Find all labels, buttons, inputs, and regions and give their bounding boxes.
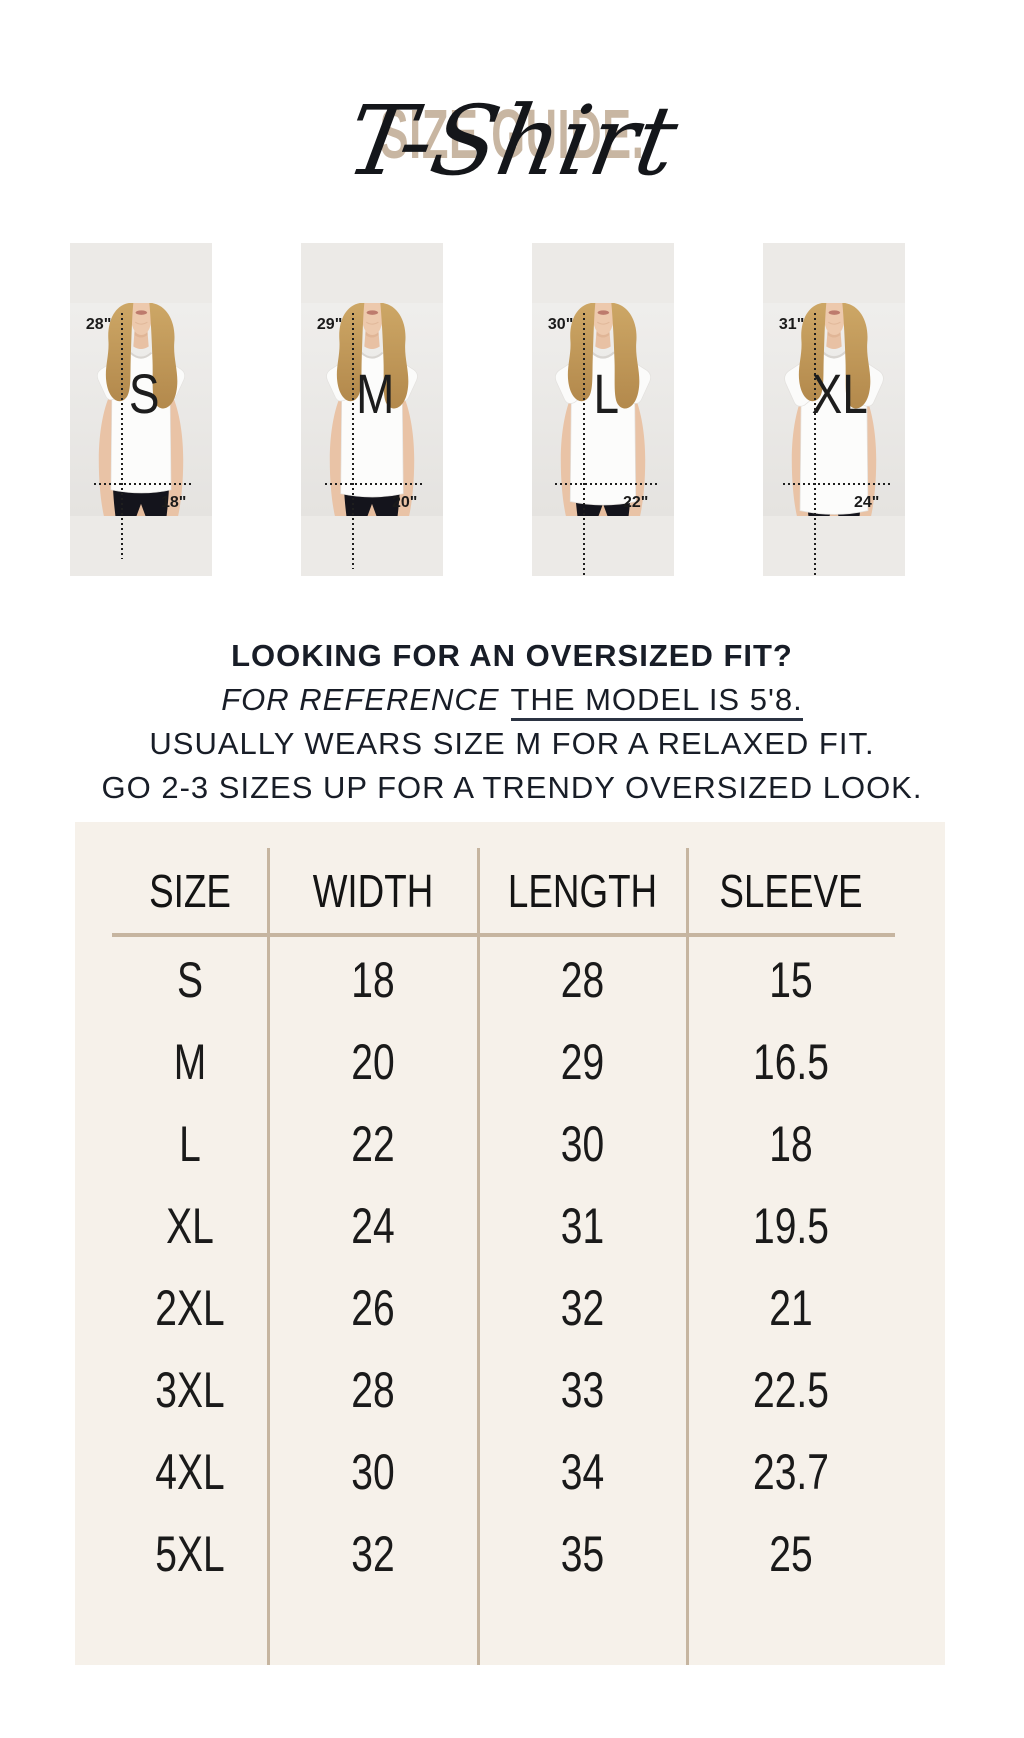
width-label: 18"	[160, 494, 187, 512]
cell-length: 32	[560, 1280, 605, 1336]
size-letter: M	[355, 362, 394, 426]
cell-sleeve: 23.7	[753, 1444, 829, 1500]
cell-size: M	[173, 1034, 207, 1090]
column-header-width: WIDTH	[312, 864, 434, 917]
cell-length: 30	[560, 1116, 605, 1172]
cell-width: 22	[351, 1116, 395, 1172]
size-letter: XL	[811, 362, 868, 426]
width-measure-line	[94, 482, 194, 485]
cell-sleeve: 15	[769, 952, 813, 1008]
cell-length: 34	[560, 1444, 605, 1500]
cell-width: 20	[351, 1034, 395, 1090]
table-row: 4XL 30 34 23.7	[112, 1431, 895, 1513]
width-label: 20"	[391, 494, 418, 512]
column-header-size: SIZE	[149, 864, 231, 917]
length-measure-line	[814, 312, 817, 576]
column-header-length: LENGTH	[507, 864, 658, 917]
table-row: 2XL 26 32 21	[112, 1267, 895, 1349]
cell-size: 4XL	[155, 1444, 225, 1500]
cell-sleeve: 22.5	[753, 1362, 829, 1418]
table-row: 3XL 28 33 22.5	[112, 1349, 895, 1431]
table-row: L 22 30 18	[112, 1103, 895, 1185]
model-height-text: THE MODEL IS 5'8.	[510, 682, 803, 721]
length-label: 28"	[85, 316, 112, 334]
length-label: 29"	[316, 316, 343, 334]
model-reference-line: FOR REFERENCE THE MODEL IS 5'8.	[0, 678, 1024, 722]
length-label: 30"	[547, 316, 574, 334]
size-photo-card-l: 30" 22" L	[532, 243, 674, 576]
cell-sleeve: 21	[769, 1280, 813, 1336]
width-label: 24"	[853, 494, 880, 512]
cell-size: XL	[166, 1198, 214, 1254]
size-photo-card-s: 28" 18" S	[70, 243, 212, 576]
size-table: SIZE WIDTH LENGTH SLEEVE S 18 28 15 M 20…	[75, 822, 945, 1665]
cell-sleeve: 16.5	[753, 1034, 829, 1090]
cell-width: 28	[351, 1362, 395, 1418]
cell-size: S	[176, 952, 204, 1008]
cell-width: 30	[351, 1444, 395, 1500]
column-divider	[686, 848, 689, 1665]
size-letter: S	[128, 362, 160, 426]
fit-notes: LOOKING FOR AN OVERSIZED FIT? FOR REFERE…	[0, 634, 1024, 810]
cell-size: 2XL	[155, 1280, 225, 1336]
cell-length: 29	[560, 1034, 605, 1090]
size-photo-card-xl: 31" 24" XL	[763, 243, 905, 576]
cell-sleeve: 25	[769, 1526, 813, 1582]
table-row: S 18 28 15	[112, 939, 895, 1021]
size-photo-row: 28" 18" S 29" 20" M 30" 22" L 31" 24"	[30, 227, 945, 576]
table-row: XL 24 31 19.5	[112, 1185, 895, 1267]
length-measure-line	[583, 312, 586, 576]
cell-size: 3XL	[155, 1362, 225, 1418]
cell-width: 26	[351, 1280, 395, 1336]
length-measure-line	[121, 312, 124, 560]
column-divider	[267, 848, 270, 1665]
column-header-sleeve: SLEEVE	[719, 864, 863, 917]
length-measure-line	[352, 312, 355, 570]
cell-width: 18	[351, 952, 395, 1008]
width-measure-line	[325, 482, 425, 485]
cell-length: 28	[560, 952, 605, 1008]
table-row: M 20 29 16.5	[112, 1021, 895, 1103]
width-measure-line	[782, 482, 891, 485]
cell-length: 31	[560, 1198, 605, 1254]
size-letter: L	[593, 362, 619, 426]
size-table-body: S 18 28 15 M 20 29 16.5 L 22 30 18 XL 24…	[112, 939, 895, 1595]
cell-sleeve: 19.5	[753, 1198, 829, 1254]
width-label: 22"	[622, 494, 649, 512]
cell-sleeve: 18	[769, 1116, 813, 1172]
width-measure-line	[554, 482, 659, 485]
relaxed-fit-line: USUALLY WEARS SIZE M FOR A RELAXED FIT.	[149, 726, 875, 761]
size-table-header: SIZE WIDTH LENGTH SLEEVE	[112, 848, 895, 933]
size-photo-card-m: 29" 20" M	[301, 243, 443, 576]
cell-width: 32	[351, 1526, 395, 1582]
cell-length: 35	[560, 1526, 605, 1582]
header-underline	[112, 933, 895, 937]
length-label: 31"	[778, 316, 805, 334]
cell-size: L	[179, 1116, 201, 1172]
page-title: SIZE GUIDE.	[379, 94, 645, 173]
table-row: 5XL 32 35 25	[112, 1513, 895, 1595]
oversized-look-line: GO 2-3 SIZES UP FOR A TRENDY OVERSIZED L…	[101, 770, 923, 805]
oversized-fit-headline: LOOKING FOR AN OVERSIZED FIT?	[231, 638, 793, 673]
for-reference-text: FOR REFERENCE	[221, 682, 500, 717]
cell-width: 24	[351, 1198, 395, 1254]
column-divider	[477, 848, 480, 1665]
cell-length: 33	[560, 1362, 605, 1418]
cell-size: 5XL	[155, 1526, 225, 1582]
